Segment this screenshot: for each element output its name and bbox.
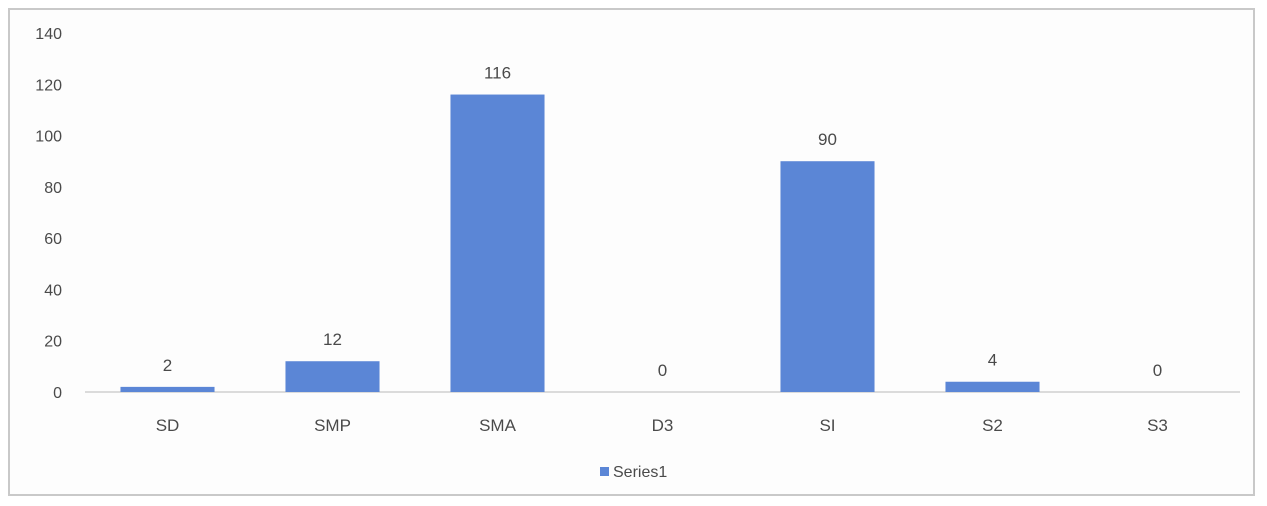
bar-sma <box>450 94 545 393</box>
legend-swatch-series1 <box>600 467 609 476</box>
x-tick-label-d3: D3 <box>652 416 674 435</box>
legend: Series1 <box>600 464 667 481</box>
data-label-s3: 0 <box>1153 361 1162 380</box>
x-tick-label-si: SI <box>819 416 835 435</box>
data-label-d3: 0 <box>658 361 667 380</box>
y-tick-label: 100 <box>35 129 62 146</box>
chart-frame <box>8 8 1255 496</box>
x-tick-label-s3: S3 <box>1147 416 1168 435</box>
y-tick-label: 80 <box>44 180 62 197</box>
data-label-smp: 12 <box>323 330 342 349</box>
bar-smp <box>285 361 380 392</box>
y-tick-label: 140 <box>35 26 62 43</box>
bar-s2 <box>945 381 1040 392</box>
y-tick-label: 40 <box>44 282 62 299</box>
x-tick-label-sd: SD <box>156 416 180 435</box>
data-label-s2: 4 <box>988 351 997 370</box>
x-tick-label-s2: S2 <box>982 416 1003 435</box>
bars <box>120 94 1040 393</box>
data-label-sma: 116 <box>484 64 511 83</box>
y-tick-label: 60 <box>44 231 62 248</box>
data-labels: 2 12 116 0 90 4 0 <box>163 64 1162 380</box>
bar-si <box>780 161 875 392</box>
y-tick-label: 0 <box>53 385 62 402</box>
bar-sd <box>120 386 215 392</box>
x-axis-category-labels: SD SMP SMA D3 SI S2 S3 <box>156 416 1168 435</box>
y-tick-label: 120 <box>35 77 62 94</box>
x-tick-label-smp: SMP <box>314 416 351 435</box>
x-tick-label-sma: SMA <box>479 416 517 435</box>
data-label-sd: 2 <box>163 356 172 375</box>
y-axis-tick-labels: 0 20 40 60 80 100 120 140 <box>35 26 62 402</box>
legend-label-series1: Series1 <box>613 464 667 481</box>
y-tick-label: 20 <box>44 334 62 351</box>
data-label-si: 90 <box>818 130 837 149</box>
